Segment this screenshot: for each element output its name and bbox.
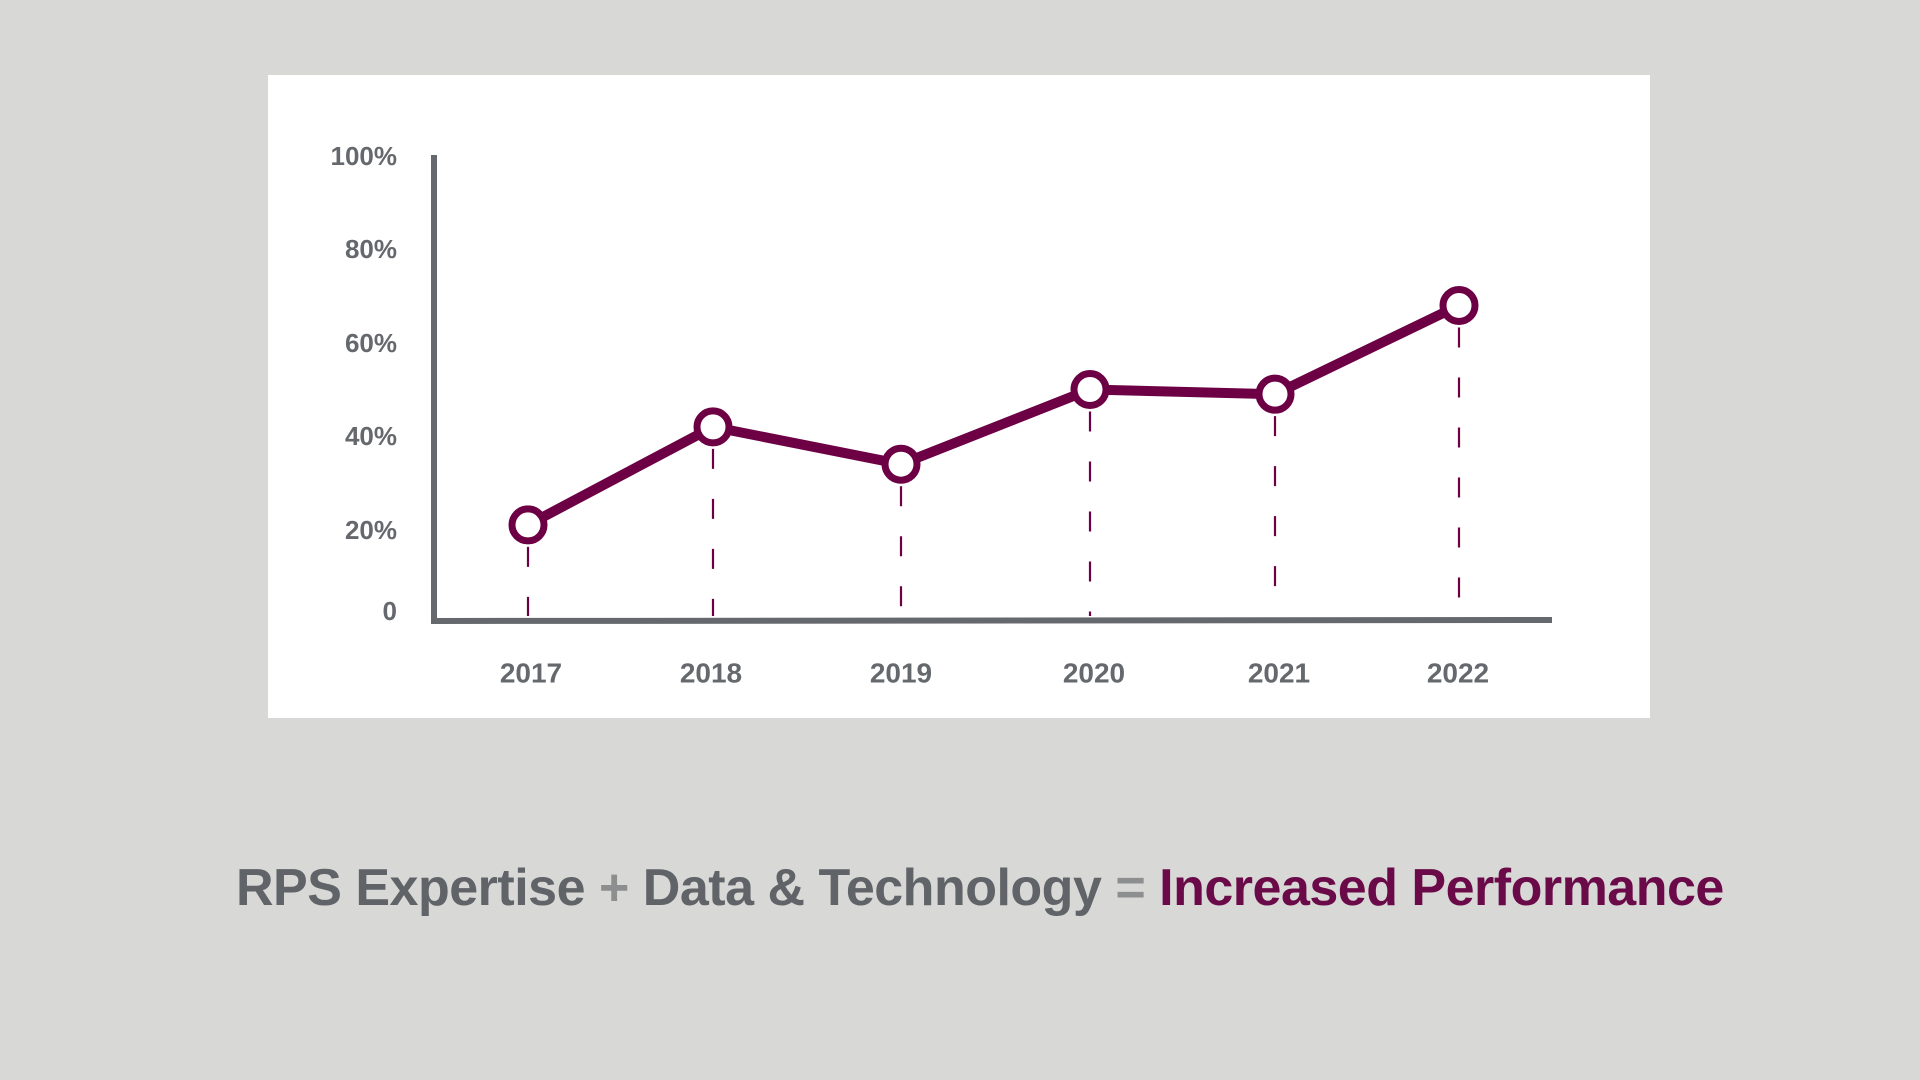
y-tick-label: 0	[383, 596, 397, 626]
x-tick-label: 2017	[500, 658, 562, 689]
tagline-equals: =	[1115, 859, 1146, 917]
x-tick-label: 2018	[680, 658, 742, 689]
tagline-data-technology: Data & Technology	[642, 859, 1102, 917]
x-tick-label: 2019	[870, 658, 932, 689]
y-tick-label: 60%	[345, 328, 397, 358]
tagline-expertise: RPS Expertise	[236, 859, 586, 917]
x-axis	[430, 617, 1553, 624]
y-tick-label: 20%	[345, 515, 397, 545]
tagline-result: Increased Performance	[1159, 859, 1724, 917]
data-point-marker	[1070, 370, 1110, 409]
data-point-marker	[1255, 374, 1295, 414]
data-point-marker	[693, 407, 733, 447]
x-tick-label: 2020	[1063, 658, 1125, 689]
series-line	[523, 300, 1464, 530]
data-point-marker	[1439, 285, 1479, 325]
y-tick-label: 80%	[345, 234, 397, 264]
data-point-marker	[881, 444, 921, 484]
tagline: RPS Expertise + Data & Technology = Incr…	[236, 858, 1796, 918]
x-tick-label: 2021	[1248, 658, 1310, 689]
x-tick-label: 2022	[1427, 658, 1489, 689]
y-tick-label: 40%	[345, 421, 397, 451]
drop-lines	[526, 327, 1461, 616]
tagline-plus: +	[598, 859, 629, 917]
data-markers	[508, 285, 1479, 545]
y-tick-label: 100%	[331, 141, 398, 171]
chart-card	[268, 75, 1650, 718]
x-tick-labels: 2017 2018 2019 2020 2021 2022	[500, 658, 1489, 689]
data-point-marker	[508, 505, 548, 545]
y-tick-labels: 0 20% 40% 60% 80% 100%	[331, 141, 398, 626]
